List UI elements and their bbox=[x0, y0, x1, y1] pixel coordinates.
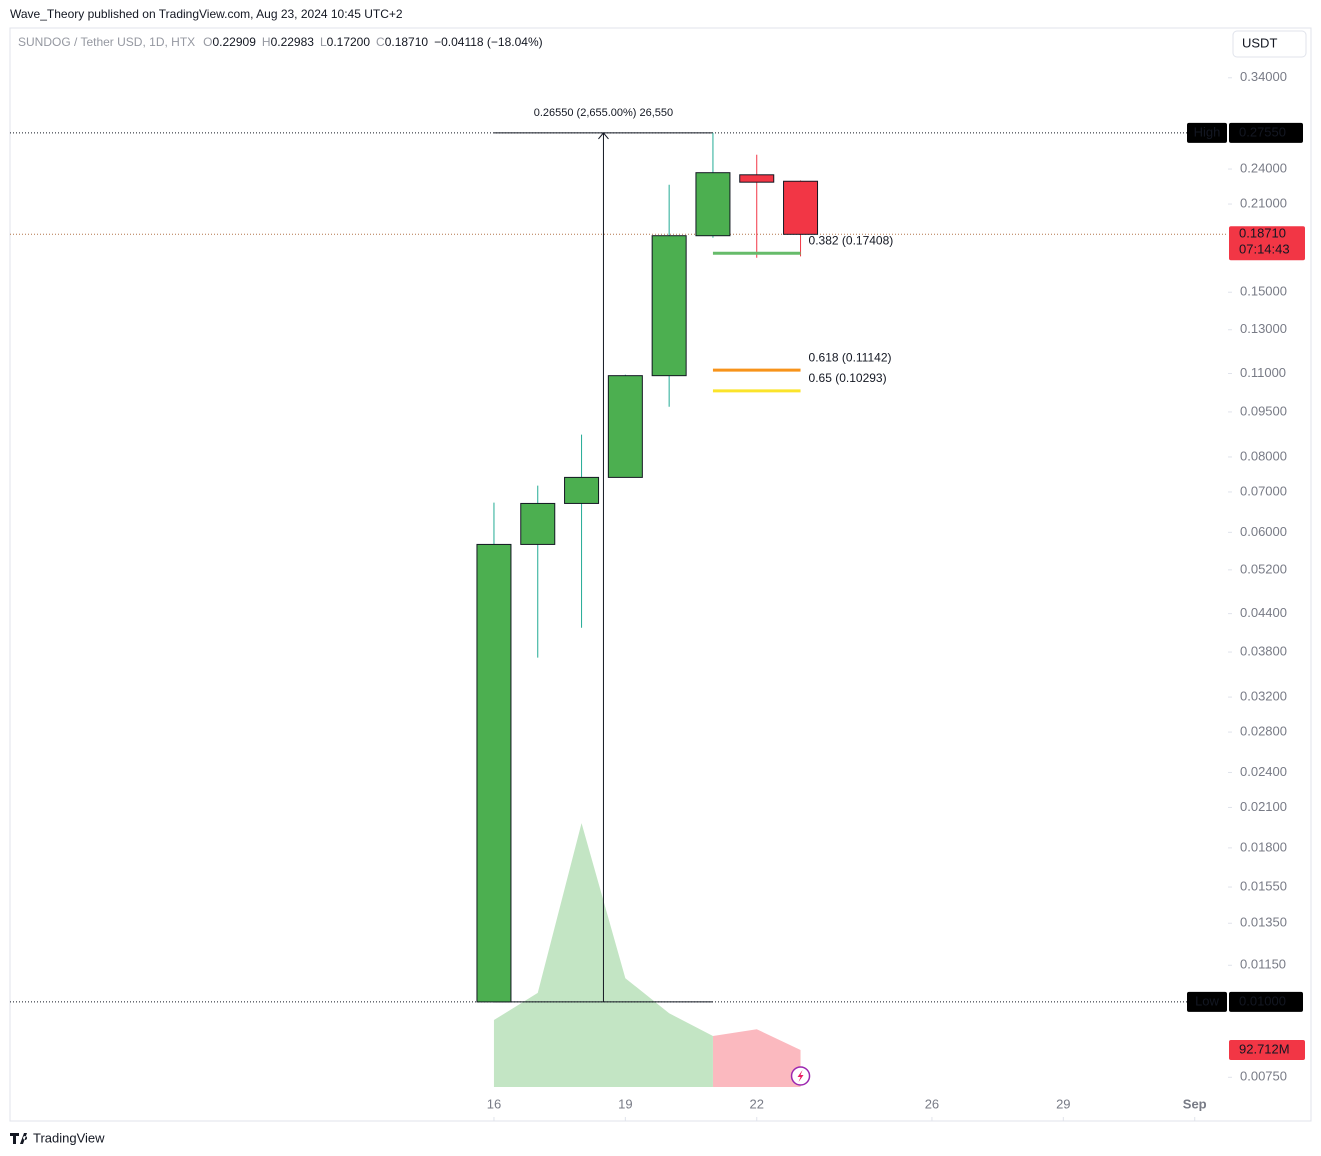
candle-body bbox=[564, 476, 600, 504]
tv-logo bbox=[10, 1133, 28, 1144]
y-tick-label: 0.05200 bbox=[1240, 561, 1287, 576]
y-tick-label: 0.24000 bbox=[1240, 160, 1287, 175]
y-tick-label: 0.04400 bbox=[1240, 605, 1287, 620]
candle-body bbox=[651, 235, 687, 377]
candle-body bbox=[520, 502, 556, 545]
currency-button[interactable] bbox=[1232, 30, 1307, 58]
price-box bbox=[1229, 122, 1303, 143]
y-tick-label: 0.02400 bbox=[1240, 764, 1287, 779]
x-tick-label: 26 bbox=[925, 1096, 939, 1111]
marker-label-box bbox=[1187, 991, 1227, 1012]
x-tick-label: 22 bbox=[750, 1096, 764, 1111]
currency-label[interactable]: USDT bbox=[1242, 35, 1277, 50]
volume-label-box bbox=[1229, 1040, 1305, 1061]
x-tick-label: 16 bbox=[487, 1096, 501, 1111]
y-tick-label: 0.01350 bbox=[1240, 915, 1287, 930]
legend-key: C bbox=[376, 35, 385, 49]
x-tick-label: 19 bbox=[618, 1096, 632, 1111]
marker-value: 0.01000 bbox=[1239, 993, 1286, 1008]
fib-label: 0.65 (0.10293) bbox=[809, 371, 887, 385]
symbol-legend: SUNDOG / Tether USD, 1D, HTX O0.22909 H0.2… bbox=[18, 35, 543, 49]
countdown: 07:14:43 bbox=[1239, 242, 1290, 257]
legend-value: 0.22909 bbox=[213, 35, 257, 49]
legend-key: H bbox=[262, 35, 271, 49]
candle-body bbox=[783, 180, 819, 235]
y-tick-label: 0.13000 bbox=[1240, 321, 1287, 336]
y-tick-label: 0.01150 bbox=[1240, 957, 1286, 972]
y-tick-label: 0.08000 bbox=[1240, 448, 1287, 463]
candle-body bbox=[695, 172, 731, 237]
marker-value: 0.27550 bbox=[1239, 124, 1286, 139]
candle-body bbox=[607, 375, 643, 478]
y-tick-label: 0.11000 bbox=[1240, 365, 1286, 380]
marker-label-box bbox=[1187, 122, 1227, 143]
y-tick-label: 0.01800 bbox=[1240, 839, 1287, 854]
y-tick-label: 0.06000 bbox=[1240, 524, 1287, 539]
symbol: SUNDOG / Tether USD, 1D, HTX bbox=[18, 35, 195, 49]
candle-body bbox=[739, 174, 775, 183]
last-price-box bbox=[1229, 226, 1305, 261]
legend-value: 0.18710 bbox=[385, 35, 429, 49]
legend-key: O bbox=[203, 35, 212, 49]
event-icon-bolt bbox=[797, 1070, 804, 1082]
last-price: 0.18710 bbox=[1239, 226, 1286, 241]
publisher: Wave_Theory published on TradingView.com… bbox=[10, 7, 403, 21]
y-tick-label: 0.09500 bbox=[1240, 403, 1287, 418]
x-tick-label: Sep bbox=[1183, 1096, 1207, 1111]
marker-label: Low bbox=[1195, 993, 1219, 1008]
y-tick-label: 0.01550 bbox=[1240, 878, 1287, 893]
y-tick-label: 0.02100 bbox=[1240, 799, 1287, 814]
price-box bbox=[1229, 991, 1303, 1012]
arrow-head bbox=[598, 132, 609, 140]
volume-area bbox=[712, 1029, 801, 1087]
candle-body bbox=[476, 543, 512, 1003]
fib-label: 0.382 (0.17408) bbox=[809, 233, 894, 247]
footer-brand: TradingView bbox=[33, 1130, 105, 1145]
y-tick-label: 0.34000 bbox=[1240, 69, 1287, 84]
y-tick-label: 0.00750 bbox=[1240, 1069, 1287, 1084]
marker-label: High bbox=[1194, 124, 1221, 139]
legend-change: −0.04118 (−18.04%) bbox=[434, 35, 543, 49]
y-tick-label: 0.21000 bbox=[1240, 195, 1287, 210]
y-tick-label: 0.03200 bbox=[1240, 689, 1287, 704]
measure-label: 0.26550 (2,655.00%) 26,550 bbox=[534, 107, 673, 119]
chart-frame bbox=[9, 27, 1312, 1122]
y-tick-label: 0.07000 bbox=[1240, 483, 1287, 498]
y-tick-label: 0.02800 bbox=[1240, 724, 1287, 739]
legend-value: 0.22983 bbox=[271, 35, 315, 49]
legend-key: L bbox=[320, 35, 327, 49]
y-tick-label: 0.03800 bbox=[1240, 643, 1287, 658]
x-tick-label: 29 bbox=[1056, 1096, 1070, 1111]
volume-label: 92.712M bbox=[1239, 1041, 1290, 1056]
legend-value: 0.17200 bbox=[327, 35, 371, 49]
fib-label: 0.618 (0.11142) bbox=[809, 350, 892, 364]
y-tick-label: 0.15000 bbox=[1240, 284, 1287, 299]
